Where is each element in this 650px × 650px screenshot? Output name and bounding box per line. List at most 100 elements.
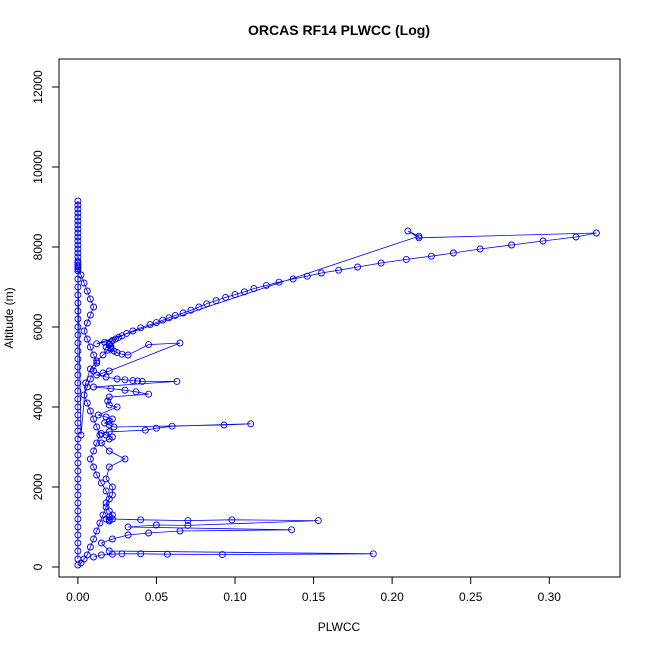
data-point — [90, 415, 98, 423]
data-point — [74, 435, 82, 443]
data-point — [74, 561, 82, 569]
data-point — [74, 221, 82, 229]
data-point — [90, 553, 98, 561]
data-point — [110, 423, 118, 431]
data-point — [113, 349, 121, 357]
data-point — [74, 523, 82, 531]
data-point — [105, 421, 113, 429]
data-point — [121, 376, 129, 384]
data-point — [74, 307, 82, 315]
data-point — [124, 523, 132, 531]
data-point — [152, 521, 160, 529]
data-point — [74, 217, 82, 225]
data-point — [74, 467, 82, 475]
data-point — [123, 329, 131, 337]
series-line — [77, 266, 110, 566]
data-point — [74, 205, 82, 213]
data-point — [74, 459, 82, 467]
data-point — [74, 331, 82, 339]
data-point — [80, 327, 88, 335]
data-point — [369, 550, 377, 558]
data-point — [102, 503, 110, 511]
data-point — [93, 471, 101, 479]
data-point — [74, 499, 82, 507]
data-point — [102, 373, 110, 381]
data-point — [141, 426, 149, 434]
data-point — [129, 377, 137, 385]
data-point — [105, 435, 113, 443]
data-point — [231, 291, 239, 299]
data-series — [74, 267, 82, 563]
data-point — [171, 311, 179, 319]
data-point — [105, 393, 113, 401]
x-tick-label: 0.15 — [302, 590, 326, 604]
data-point — [74, 419, 82, 427]
data-point — [83, 383, 91, 391]
data-point — [80, 279, 88, 287]
data-point — [86, 455, 94, 463]
y-tick-label: 8000 — [31, 233, 45, 260]
data-point — [145, 529, 153, 537]
data-point — [97, 439, 105, 447]
data-point — [168, 422, 176, 430]
series-layer — [74, 197, 600, 569]
x-tick-label: 0.20 — [380, 590, 404, 604]
data-point — [212, 297, 220, 305]
data-point — [74, 443, 82, 451]
data-point — [415, 232, 423, 240]
data-point — [108, 535, 116, 543]
data-point — [83, 399, 91, 407]
data-point — [377, 259, 385, 267]
data-point — [74, 347, 82, 355]
data-point — [129, 327, 137, 335]
data-point — [592, 229, 600, 237]
data-point — [107, 385, 115, 393]
data-point — [102, 487, 110, 495]
data-point — [105, 495, 113, 503]
data-point — [289, 275, 297, 283]
data-point — [74, 355, 82, 363]
data-point — [137, 324, 145, 332]
x-tick-label: 0.00 — [66, 590, 90, 604]
y-axis: 0 2000 4000 6000 8000 10000 12000 — [31, 70, 60, 570]
data-point — [138, 377, 146, 385]
data-point — [101, 419, 109, 427]
data-point — [134, 377, 142, 385]
x-tick-label: 0.25 — [459, 590, 483, 604]
data-point — [97, 479, 105, 487]
data-point — [83, 319, 91, 327]
data-point — [165, 314, 173, 322]
data-point — [93, 359, 101, 367]
data-point — [476, 245, 484, 253]
data-point — [105, 447, 113, 455]
data-point — [173, 377, 181, 385]
data-point — [105, 401, 113, 409]
data-point — [184, 517, 192, 525]
data-point — [113, 403, 121, 411]
data-point — [317, 269, 325, 277]
data-point — [195, 303, 203, 311]
data-point — [108, 483, 116, 491]
data-series — [74, 263, 113, 569]
data-point — [124, 351, 132, 359]
data-point — [90, 303, 98, 311]
data-point — [152, 424, 160, 432]
data-point — [152, 319, 160, 327]
data-point — [145, 390, 153, 398]
data-point — [77, 271, 85, 279]
data-point — [74, 299, 82, 307]
data-point — [105, 367, 113, 375]
data-point — [74, 241, 82, 249]
data-point — [262, 281, 270, 289]
data-point — [572, 233, 580, 241]
data-point — [93, 527, 101, 535]
data-point — [218, 551, 226, 559]
data-point — [115, 333, 123, 341]
data-point — [93, 423, 101, 431]
data-point — [176, 339, 184, 347]
data-point — [74, 225, 82, 233]
data-point — [104, 397, 112, 405]
data-point — [203, 300, 211, 308]
y-tick-label: 10000 — [31, 150, 45, 184]
data-point — [86, 407, 94, 415]
